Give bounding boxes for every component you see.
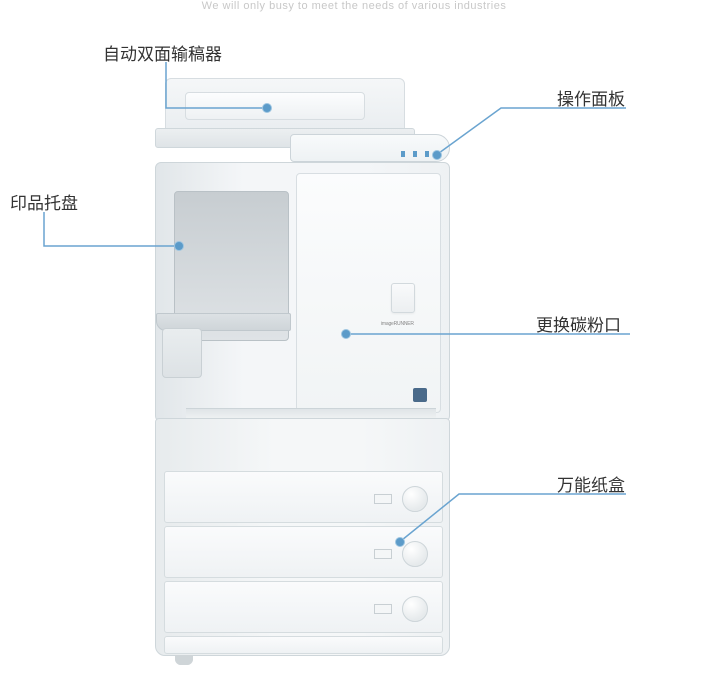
casters [175,655,430,665]
drawer-knob [402,541,428,567]
paper-drawer [164,581,443,633]
printer-upper-body: imageRUNNER [155,162,450,422]
drawer-knob [402,596,428,622]
callout-label-panel: 操作面板 [557,85,625,110]
drawer-knob [402,486,428,512]
callout-label-toner: 更换碳粉口 [536,311,621,336]
callout-dot-cassette [395,537,405,547]
paper-drawer [164,471,443,523]
callout-label-cassette: 万能纸盒 [557,471,625,496]
output-tray-front [162,328,202,378]
right-column-panel [296,173,441,413]
callout-dot-panel [432,150,442,160]
brand-badge-icon [391,283,415,313]
panel-indicator [413,151,417,157]
energy-star-icon [413,388,427,402]
callout-line-panel [439,108,626,153]
printer-illustration: imageRUNNER [155,78,455,673]
callout-dot-toner [341,329,351,339]
page-subtitle: We will only busy to meet the needs of v… [0,0,708,12]
brand-badge-text: imageRUNNER [381,321,414,327]
base-plate [164,636,443,654]
callout-dot-output-tray [174,241,184,251]
printer-lower-body [155,418,450,656]
panel-indicator [425,151,429,157]
callout-label-output-tray: 印品托盘 [10,189,78,214]
control-panel [290,134,450,162]
drawer-size-label [374,604,392,614]
drawer-size-label [374,549,392,559]
feeder-tray [185,92,365,120]
drawer-size-label [374,494,392,504]
callout-dot-adf [262,103,272,113]
paper-drawer [164,526,443,578]
panel-indicator [401,151,405,157]
callout-label-adf: 自动双面输稿器 [103,40,222,65]
caster-wheel-icon [175,655,193,665]
